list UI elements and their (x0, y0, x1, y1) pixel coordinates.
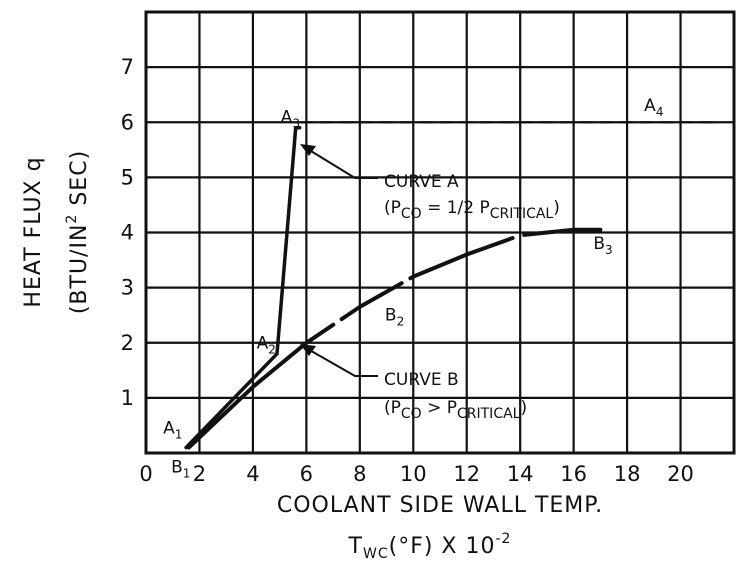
point-label-a1: A1 (163, 419, 182, 442)
y-axis-title-group: HEAT FLUX q (21, 156, 46, 307)
plot-frame (144, 10, 736, 455)
curve-b-title: CURVE B (384, 370, 459, 390)
y-axis-unit: (BTU/IN2 SEC) (64, 150, 92, 314)
point-label-a4: A4 (644, 96, 663, 119)
point-label-a2: A2 (257, 333, 276, 356)
x-tick-label: 8 (353, 462, 366, 486)
curve-b-condition: (PCO > PCRITICAL) (384, 398, 527, 422)
y-tick-label: 1 (121, 386, 134, 410)
y-tick-label: 7 (121, 55, 134, 79)
point-labels: A1 B1 A2 B2 A3 A4 B3 (163, 96, 663, 480)
y-tick-label: 6 (121, 110, 134, 134)
point-label-b3: B3 (593, 234, 612, 257)
curve-b-arrowhead (300, 344, 316, 356)
x-tick-label: 4 (246, 462, 259, 486)
curve-b-annotation: CURVE B (PCO > PCRITICAL) (384, 370, 527, 422)
curve-a-condition: (PCO = 1/2 PCRITICAL) (384, 198, 560, 222)
x-tick-label: 2 (193, 462, 206, 486)
annotation-arrowheads (300, 144, 316, 356)
curve-a-arrowhead (300, 144, 316, 156)
x-tick-label: 14 (507, 462, 534, 486)
x-tick-label: 10 (400, 462, 427, 486)
curve-a-leader (305, 147, 378, 179)
y-tick-label: 2 (121, 331, 134, 355)
point-label-b1: B1 (171, 457, 190, 480)
x-tick-label: 0 (139, 462, 152, 486)
curve-a-line-solid (184, 126, 302, 450)
y-axis-title: HEAT FLUX q (21, 156, 46, 307)
x-tick-label: 12 (453, 462, 480, 486)
curve-a-title: CURVE A (384, 172, 459, 192)
curve-a-annotation: CURVE A (PCO = 1/2 PCRITICAL) (384, 172, 560, 222)
x-tick-label: 20 (667, 462, 694, 486)
curve-b-line-solid-dashed (186, 227, 603, 450)
annotation-leaders (305, 147, 378, 377)
point-label-a3: A3 (281, 107, 300, 130)
point-label-b2: B2 (385, 306, 404, 329)
x-tick-label: 6 (300, 462, 313, 486)
series-layer (184, 121, 722, 450)
x-tick-label: 18 (614, 462, 641, 486)
x-axis-title: COOLANT SIDE WALL TEMP. (277, 493, 603, 518)
x-axis-unit: TWC(°F) X 10-2 (348, 531, 512, 562)
curve-b-leader (305, 347, 378, 377)
y-tick-label: 4 (121, 221, 134, 245)
y-tick-label: 3 (121, 276, 134, 300)
x-tick-label: 16 (560, 462, 587, 486)
y-axis-unit-group: (BTU/IN2 SEC) (64, 150, 92, 314)
y-tick-label: 5 (121, 165, 134, 189)
